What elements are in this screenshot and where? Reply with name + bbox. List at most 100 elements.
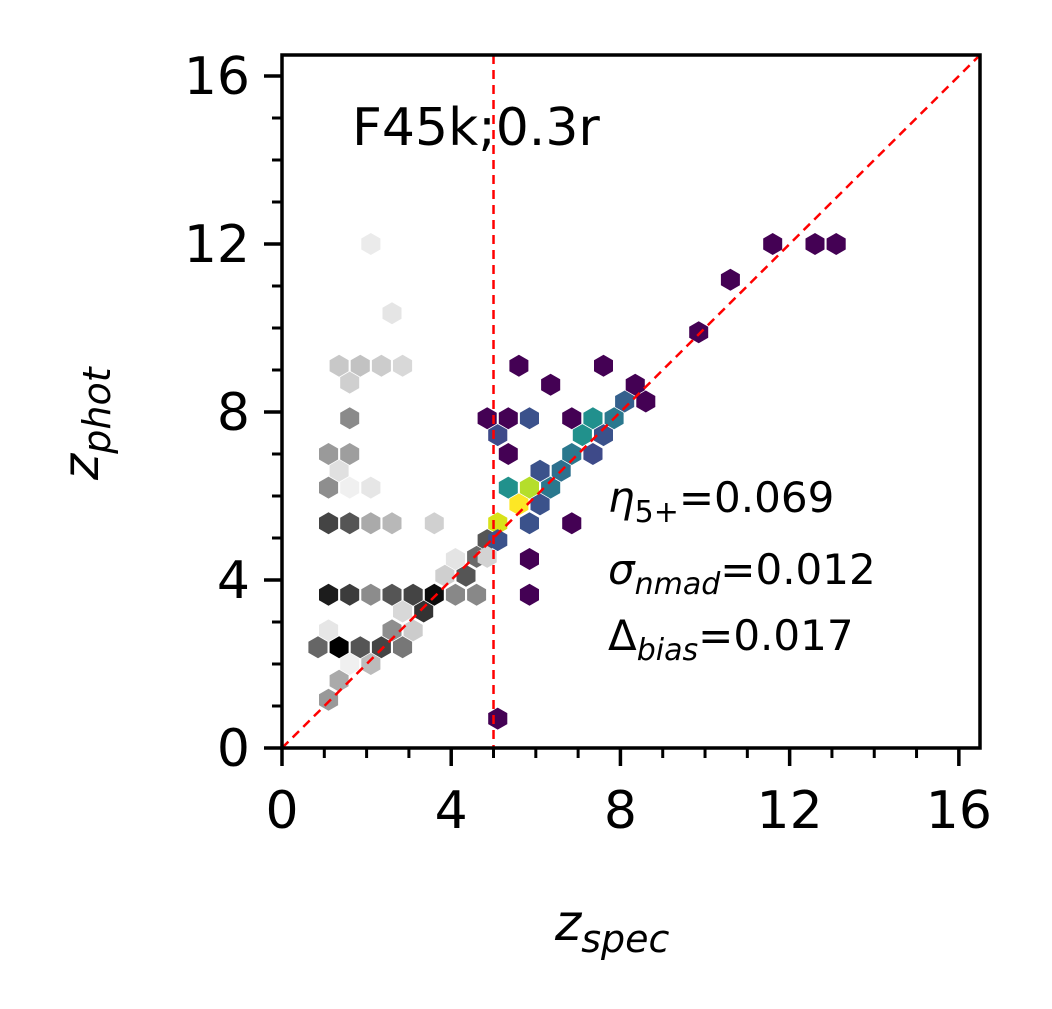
hex-cell-color [498,407,518,430]
hex-cell-color [636,390,656,413]
y-tick-label: 16 [184,47,250,107]
hex-cell-gray [361,233,381,255]
hex-cell-gray [445,548,465,570]
hex-cell-gray [361,476,381,499]
hexbin-cells [308,233,846,730]
stat-sigma: σnmad=0.012 [608,545,876,602]
hex-cell-gray [350,354,370,377]
hex-cell-color [594,424,613,447]
hex-cell-color [488,424,508,447]
hex-cell-gray [393,354,413,377]
hex-cell-color [541,476,561,499]
y-tick-label: 12 [184,215,250,275]
hex-cell-gray [308,636,328,659]
y-tick-label: 4 [217,551,250,611]
hex-cell-gray [424,512,444,535]
hex-cell-color [541,373,561,396]
plot-frame [280,53,982,750]
hex-cell-gray [319,443,339,465]
hex-cell-gray [424,583,444,606]
stat-delta: Δbias=0.017 [608,611,854,668]
hex-cell-gray [329,669,349,692]
reference-lines [281,54,981,749]
hex-cell-gray [467,583,487,606]
y-axis-label: zphot [52,365,119,481]
stat-sigma-value: =0.012 [720,545,875,594]
stats-annotation: η5+=0.069 σnmad=0.012 Δbias=0.017 [608,473,876,668]
hex-cell-color [594,354,613,377]
x-tick-label: 16 [926,781,992,841]
hex-cell-gray [319,619,339,642]
hex-cell-color [488,707,508,730]
hex-cell-color [583,407,603,430]
hex-cell-gray [403,583,423,606]
hex-cell-color [509,493,529,516]
hex-cell-gray [382,619,402,642]
x-tick-label: 4 [435,781,468,841]
hex-cell-gray [371,354,391,377]
x-tick-label: 12 [757,781,823,841]
hex-cell-color [488,529,508,552]
hex-cell-gray [319,476,339,499]
stat-delta-sub: bias [637,633,698,668]
hex-cell-gray [414,600,434,623]
stat-delta-value: =0.017 [698,611,853,660]
hex-cell-gray [361,512,381,535]
hex-cell-color [519,583,539,606]
y-axis-label-sub: phot [75,365,119,454]
hex-cell-gray [319,688,339,711]
y-tick-label: 0 [217,719,250,779]
hex-cell-gray [319,583,339,606]
hex-cell-gray [329,354,349,377]
stat-sigma-symbol: σ [608,545,636,594]
hex-cell-gray [382,302,402,325]
x-axis-label-main: z [554,894,583,952]
hex-cell-gray [435,564,455,587]
hex-cell-color [519,512,539,535]
hex-cell-gray [382,512,402,535]
hex-cell-gray [340,443,360,465]
hex-cell-gray [361,653,381,675]
hex-cell-color [498,476,518,499]
hex-cell-color [530,459,550,482]
hex-cell-color [530,493,550,516]
hex-cell-color [826,233,846,255]
hex-cell-gray [393,600,413,623]
stat-sigma-sub: nmad [635,567,722,602]
hex-cell-color [572,424,592,447]
hex-cell-gray [393,636,413,659]
x-axis-label: zspec [554,894,670,961]
hex-cell-gray [456,564,476,587]
stat-eta-sub: 5+ [635,495,679,530]
hex-cell-color [562,512,582,535]
hex-cell-color [625,373,645,396]
hex-cell-gray [361,583,381,606]
hex-cell-color [477,407,497,430]
hex-cell-gray [329,459,349,482]
hex-cell-color [519,476,539,499]
hex-cell-color [562,443,582,465]
hex-cell-color [615,390,635,413]
hex-cell-gray [340,653,360,675]
panel-title: F45k;0.3r [352,98,600,158]
hex-cell-gray [340,583,360,606]
hex-cell-gray [477,545,497,568]
hex-cell-color [583,443,603,465]
y-axis-label-main: z [52,452,110,481]
stat-eta-symbol: η [608,473,635,522]
hex-cell-color [509,354,529,377]
x-tick-label: 8 [604,781,637,841]
stat-delta-symbol: Δ [608,611,637,660]
hex-cell-gray [340,512,360,535]
stat-eta-value: =0.069 [679,473,834,522]
hex-cell-gray [340,371,360,394]
hex-cell-color [763,233,783,255]
hex-cell-gray [340,407,360,430]
hex-cell-color [562,407,582,430]
axis-ticks: 0 4 8 12 16 0 4 8 12 16 [184,47,992,841]
x-axis-label-sub: spec [581,917,669,961]
hex-cell-color [805,233,825,255]
hex-cell-gray [350,636,370,659]
hex-cell-gray [371,636,391,659]
stat-eta: η5+=0.069 [608,473,834,530]
